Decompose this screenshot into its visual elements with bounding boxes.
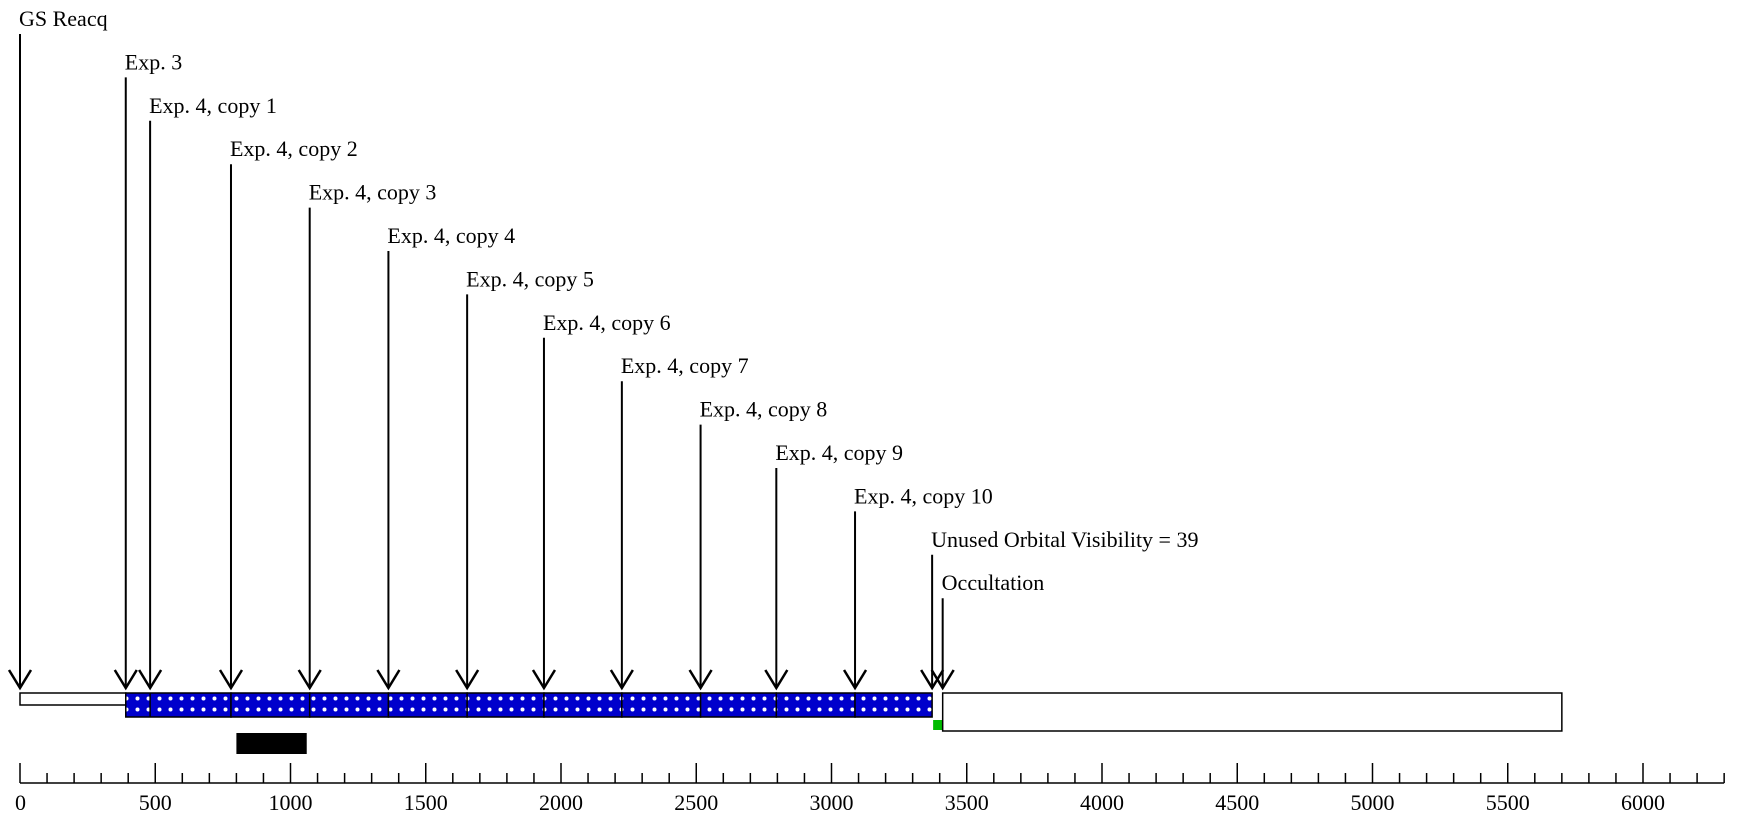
exposure-segment — [854, 692, 933, 718]
axis-tick-label: 3500 — [945, 790, 989, 815]
exposure-segment — [125, 692, 232, 718]
event-markers: GS Reacq Exp. 3 Exp. 4, copy 1 Exp. 4, copy… — [7, 6, 1198, 691]
event-arrow — [930, 669, 955, 691]
event-label: Exp. 4, copy 10 — [854, 483, 993, 508]
axis-tick-label: 5000 — [1351, 790, 1395, 815]
event-arrow — [842, 669, 868, 691]
event-arrow — [531, 669, 557, 691]
axis-tick-label: 4500 — [1215, 790, 1259, 815]
exposure-segment — [621, 692, 702, 718]
event-label: Exp. 3 — [125, 49, 182, 74]
axis-tick-label: 0 — [15, 790, 26, 815]
axis-tick-label: 4000 — [1080, 790, 1124, 815]
event-label: Exp. 4, copy 2 — [230, 136, 358, 161]
axis-tick-label: 6000 — [1621, 790, 1665, 815]
exposure-segment — [308, 692, 390, 718]
event-label: GS Reacq — [19, 6, 108, 31]
event-arrow — [297, 669, 322, 691]
exposure-segment — [543, 692, 623, 718]
event-label: Exp. 4, copy 4 — [387, 223, 515, 248]
event-label: Exp. 4, copy 8 — [700, 397, 828, 422]
axis-tick-label: 3000 — [810, 790, 854, 815]
event-label: Unused Orbital Visibility = 39 — [931, 527, 1198, 552]
axis-tick-label: 500 — [139, 790, 172, 815]
event-arrow — [920, 669, 945, 691]
event-arrow — [7, 669, 33, 691]
event-arrow — [688, 669, 713, 691]
event-label: Occultation — [942, 570, 1045, 595]
event-label: Exp. 4, copy 9 — [775, 440, 903, 465]
axis-tick-label: 1500 — [404, 790, 448, 815]
guide-star-bar — [19, 692, 127, 706]
axis-tick-label: 1000 — [269, 790, 313, 815]
event-arrow — [376, 669, 401, 691]
event-label: Exp. 4, copy 5 — [466, 266, 594, 291]
event-arrow — [764, 669, 789, 691]
exposure-segment — [230, 692, 311, 718]
axis-tick-label: 5500 — [1486, 790, 1530, 815]
unused-visibility-bar — [933, 720, 943, 730]
event-arrow — [609, 669, 634, 691]
event-arrow — [113, 669, 138, 691]
occultation-bar — [941, 692, 1563, 732]
time-axis: 0 500 1000 1500 2000 2500 3000 3500 4000 4500 5000… — [15, 763, 1725, 815]
event-arrow — [218, 669, 244, 691]
axis-tick-label: 2000 — [539, 790, 583, 815]
event-arrow — [455, 669, 480, 691]
axis-tick-label: 2500 — [674, 790, 718, 815]
event-label: Exp. 4, copy 1 — [149, 93, 277, 118]
event-label: Exp. 4, copy 6 — [543, 310, 671, 335]
exposure-segment — [387, 692, 468, 718]
event-label: Exp. 4, copy 3 — [309, 180, 437, 205]
event-arrow — [138, 669, 163, 691]
exposure-segment — [466, 692, 545, 718]
black-bar — [236, 733, 307, 754]
timeline-bars — [19, 692, 1563, 754]
event-label: Exp. 4, copy 7 — [621, 353, 749, 378]
exposure-segment — [775, 692, 856, 718]
exposure-segment — [699, 692, 778, 718]
